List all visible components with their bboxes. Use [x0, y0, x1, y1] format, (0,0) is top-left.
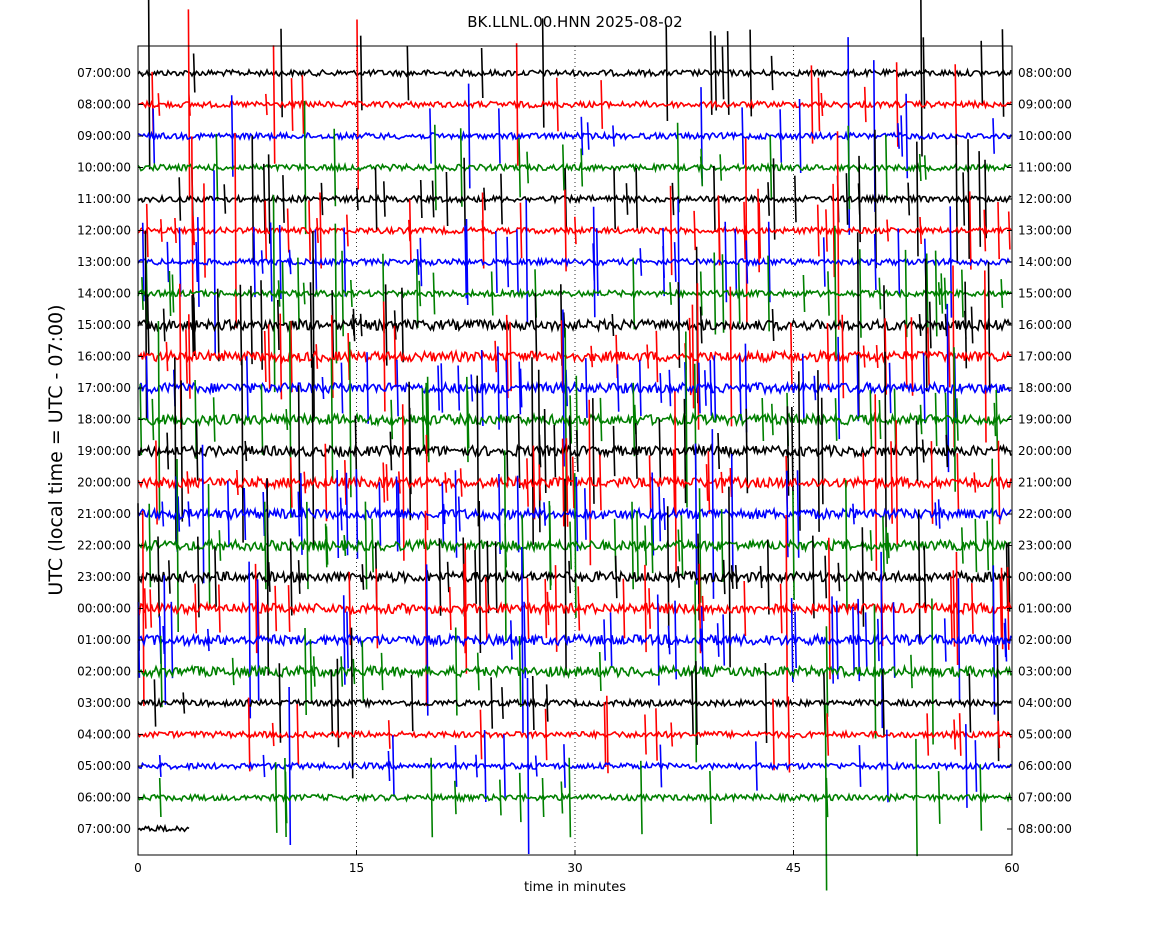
left-time-label: 03:00:00 — [77, 696, 131, 710]
right-time-label: 12:00:00 — [1018, 192, 1072, 206]
trace-row-3 — [137, 100, 1012, 235]
trace-row-23 — [137, 704, 1012, 891]
left-time-label: 11:00:00 — [77, 192, 131, 206]
trace-row-9 — [137, 265, 1012, 448]
trace-row-10 — [137, 303, 1012, 473]
x-tick-label: 15 — [349, 861, 364, 875]
left-time-label: 22:00:00 — [77, 539, 131, 553]
right-time-label: 20:00:00 — [1018, 444, 1072, 458]
left-time-label: 19:00:00 — [77, 444, 131, 458]
trace-row-12 — [137, 351, 1012, 551]
trace-row-11 — [137, 320, 1012, 519]
left-time-label: 02:00:00 — [77, 665, 131, 679]
left-time-label: 15:00:00 — [77, 318, 131, 332]
right-time-label: 15:00:00 — [1018, 287, 1072, 301]
right-time-label: 01:00:00 — [1018, 602, 1072, 616]
right-time-label: 08:00:00 — [1018, 822, 1072, 836]
trace-group — [137, 0, 1012, 891]
left-time-label: 20:00:00 — [77, 476, 131, 490]
trace-row-22 — [137, 677, 1012, 855]
trace-row-0 — [137, 0, 1012, 170]
chart-title: BK.LLNL.00.HNN 2025-08-02 — [467, 13, 682, 31]
x-tick-label: 60 — [1004, 861, 1019, 875]
trace-row-19 — [137, 580, 1012, 763]
left-time-label: 07:00:00 — [77, 822, 131, 836]
right-time-labels: 08:00:00 09:00:00 10:00:00 11:00:00 12:00:00… — [1007, 66, 1072, 836]
trace-row-15 — [137, 450, 1012, 641]
left-time-label: 09:00:00 — [77, 129, 131, 143]
left-time-label: 23:00:00 — [77, 570, 131, 584]
x-axis-label: time in minutes — [524, 880, 626, 895]
right-time-label: 11:00:00 — [1018, 161, 1072, 175]
trace-row-24 — [137, 823, 190, 833]
trace-row-20 — [137, 627, 1012, 779]
right-time-label: 02:00:00 — [1018, 633, 1072, 647]
left-time-label: 13:00:00 — [77, 255, 131, 269]
right-time-label: 14:00:00 — [1018, 255, 1072, 269]
right-time-label: 16:00:00 — [1018, 318, 1072, 332]
trace-row-5 — [137, 131, 1012, 330]
left-time-label: 10:00:00 — [77, 161, 131, 175]
right-time-label: 05:00:00 — [1018, 728, 1072, 742]
left-time-label: 21:00:00 — [77, 507, 131, 521]
right-time-label: 22:00:00 — [1018, 507, 1072, 521]
x-axis-ticks: 0 15 30 45 60 — [134, 850, 1020, 875]
x-tick-label: 0 — [134, 861, 142, 875]
left-time-label: 14:00:00 — [77, 287, 131, 301]
right-time-label: 07:00:00 — [1018, 791, 1072, 805]
right-time-label: 21:00:00 — [1018, 476, 1072, 490]
trace-row-6 — [137, 170, 1012, 354]
right-time-label: 19:00:00 — [1018, 413, 1072, 427]
right-time-label: 04:00:00 — [1018, 696, 1072, 710]
right-time-label: 09:00:00 — [1018, 98, 1072, 112]
left-time-label: 07:00:00 — [77, 66, 131, 80]
left-time-label: 16:00:00 — [77, 350, 131, 364]
right-time-label: 03:00:00 — [1018, 665, 1072, 679]
right-time-label: 00:00:00 — [1018, 570, 1072, 584]
trace-row-18 — [137, 546, 1012, 734]
left-time-label: 00:00:00 — [77, 602, 131, 616]
left-time-label: 01:00:00 — [77, 633, 131, 647]
left-time-labels: 07:00:00 08:00:00 09:00:00 10:00:00 11:00:00… — [77, 66, 143, 836]
trace-row-4 — [137, 129, 1012, 269]
right-time-label: 10:00:00 — [1018, 129, 1072, 143]
left-time-label: 18:00:00 — [77, 413, 131, 427]
right-time-label: 08:00:00 — [1018, 66, 1072, 80]
right-time-label: 17:00:00 — [1018, 350, 1072, 364]
x-tick-label: 45 — [786, 861, 801, 875]
left-time-label: 04:00:00 — [77, 728, 131, 742]
left-time-label: 06:00:00 — [77, 791, 131, 805]
right-time-label: 23:00:00 — [1018, 539, 1072, 553]
left-time-label: 17:00:00 — [77, 381, 131, 395]
trace-row-21 — [137, 695, 1012, 774]
trace-row-1 — [137, 9, 1012, 200]
y-axis-label: UTC (local time = UTC - 07:00) — [45, 304, 67, 595]
right-time-label: 06:00:00 — [1018, 759, 1072, 773]
left-time-label: 05:00:00 — [77, 759, 131, 773]
x-tick-label: 30 — [567, 861, 582, 875]
right-time-label: 18:00:00 — [1018, 381, 1072, 395]
right-time-label: 13:00:00 — [1018, 224, 1072, 238]
left-time-label: 12:00:00 — [77, 224, 131, 238]
left-time-label: 08:00:00 — [77, 98, 131, 112]
